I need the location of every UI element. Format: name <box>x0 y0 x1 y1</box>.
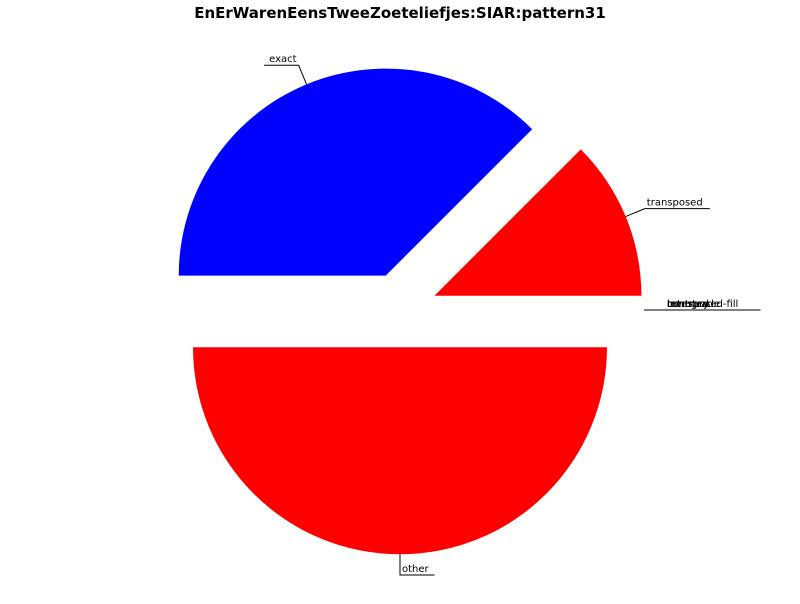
pie-slice-other <box>193 347 607 555</box>
slices-layer <box>178 68 642 555</box>
slice-label-exact: exact <box>269 54 297 65</box>
pie-slice-exact <box>178 68 533 276</box>
slice-label-inverted: inverted <box>667 299 709 310</box>
chart-title: EnErWarenEensTweeZoeteliefjes:SIAR:patte… <box>194 4 606 22</box>
slice-label-other: other <box>402 564 430 575</box>
leader-line-exact <box>264 64 307 85</box>
slice-label-retrograde: retrograde <box>667 299 720 310</box>
slice-label-contrary: contrary <box>667 299 709 310</box>
leader-line-other <box>399 554 435 576</box>
leader-line-transposed <box>625 208 710 217</box>
labels-layer: other exact transposed transposed-fillinver… <box>264 54 761 576</box>
slice-label-transposed: transposed <box>647 198 703 209</box>
pie-slice-transposed <box>434 149 642 296</box>
slice-label-transposed-fill: transposed-fill <box>667 299 738 310</box>
